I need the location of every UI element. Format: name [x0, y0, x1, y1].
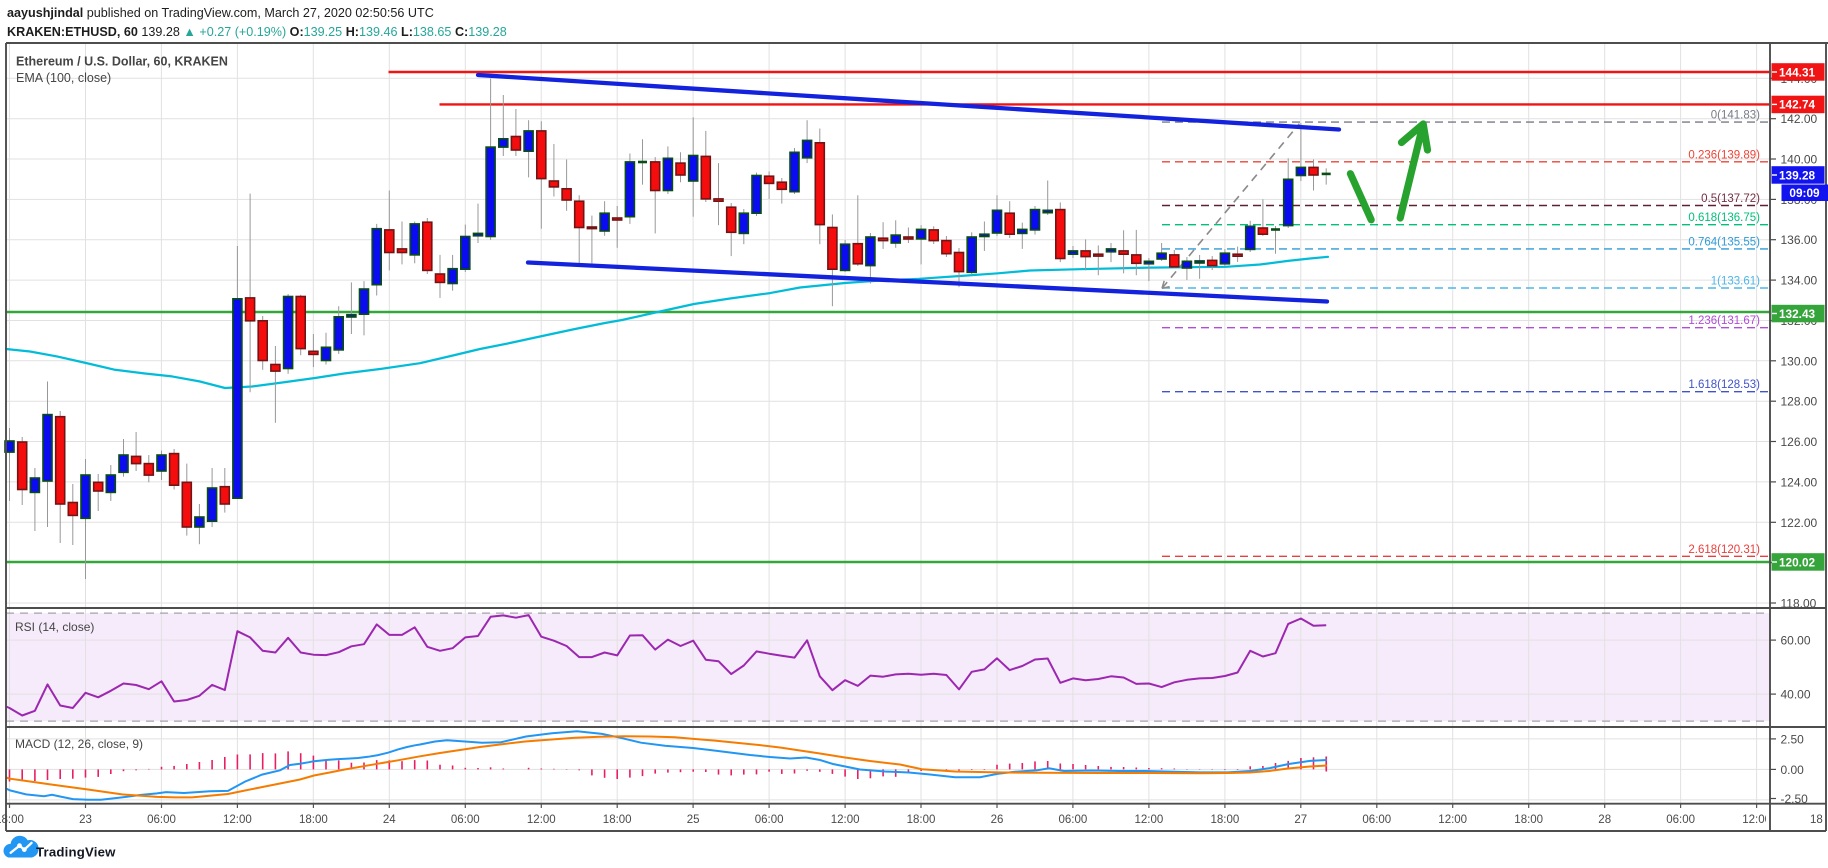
svg-text:12:00: 12:00: [1135, 814, 1164, 826]
svg-text:27: 27: [1294, 814, 1307, 826]
svg-text:06:00: 06:00: [451, 814, 480, 826]
svg-text:1(133.61): 1(133.61): [1711, 276, 1760, 288]
svg-text:18:00: 18:00: [1514, 814, 1543, 826]
svg-text:124.00: 124.00: [1781, 475, 1818, 489]
svg-text:144.31: 144.31: [1779, 65, 1816, 79]
svg-text:0.618(136.75): 0.618(136.75): [1688, 212, 1760, 224]
svg-text:-2.50: -2.50: [1781, 792, 1809, 806]
svg-text:40.00: 40.00: [1781, 688, 1811, 702]
svg-text:0.00: 0.00: [1781, 763, 1805, 777]
svg-text:120.02: 120.02: [1779, 555, 1816, 569]
svg-text:18:00: 18:00: [299, 814, 328, 826]
svg-text:06:00: 06:00: [755, 814, 784, 826]
svg-text:130.00: 130.00: [1781, 354, 1818, 368]
svg-text:2.50: 2.50: [1781, 732, 1805, 746]
svg-text:122.00: 122.00: [1781, 516, 1818, 530]
svg-text:12:00: 12:00: [223, 814, 252, 826]
svg-text:Ethereum / U.S. Dollar, 60, KR: Ethereum / U.S. Dollar, 60, KRAKEN: [16, 55, 228, 69]
svg-text:1.236(131.67): 1.236(131.67): [1688, 315, 1760, 327]
svg-text:0.5(137.72): 0.5(137.72): [1701, 193, 1760, 205]
svg-text:142.00: 142.00: [1781, 112, 1818, 126]
svg-text:RSI (14, close): RSI (14, close): [15, 620, 94, 634]
svg-text:MACD (12, 26, close, 9): MACD (12, 26, close, 9): [15, 737, 143, 751]
svg-text:2.618(120.31): 2.618(120.31): [1688, 544, 1760, 556]
svg-text:24: 24: [383, 814, 396, 826]
svg-text:KRAKEN:ETHUSD, 60 139.28 ▲ +0: KRAKEN:ETHUSD, 60 139.28 ▲ +0.27 (+0.19%…: [7, 25, 507, 39]
svg-text:128.00: 128.00: [1781, 395, 1818, 409]
svg-text:18:00: 18:00: [1211, 814, 1240, 826]
svg-text:134.00: 134.00: [1781, 274, 1818, 288]
svg-text:18:00: 18:00: [603, 814, 632, 826]
svg-text:06:00: 06:00: [1666, 814, 1695, 826]
svg-text:136.00: 136.00: [1781, 233, 1818, 247]
svg-text:06:00: 06:00: [1362, 814, 1391, 826]
svg-text:25: 25: [687, 814, 700, 826]
svg-text:12:00: 12:00: [831, 814, 860, 826]
svg-text:26: 26: [991, 814, 1004, 826]
svg-text:TradingView: TradingView: [36, 845, 116, 860]
svg-text:aayushjindal published on Trad: aayushjindal published on TradingView.co…: [7, 6, 434, 20]
svg-text:0(141.83): 0(141.83): [1711, 110, 1760, 122]
svg-text:28: 28: [1598, 814, 1611, 826]
svg-text:0.236(139.89): 0.236(139.89): [1688, 149, 1760, 161]
svg-text:09:09: 09:09: [1789, 186, 1820, 200]
svg-text:18:00: 18:00: [0, 814, 24, 826]
svg-text:23: 23: [79, 814, 92, 826]
svg-text:18:00: 18:00: [907, 814, 936, 826]
svg-text:06:00: 06:00: [1059, 814, 1088, 826]
svg-text:132.43: 132.43: [1779, 307, 1816, 321]
svg-text:140.00: 140.00: [1781, 153, 1818, 167]
svg-text:142.74: 142.74: [1779, 98, 1816, 112]
svg-text:139.28: 139.28: [1779, 168, 1816, 182]
svg-text:18: 18: [1810, 814, 1823, 826]
svg-text:0.764(135.55): 0.764(135.55): [1688, 236, 1760, 248]
svg-text:06:00: 06:00: [147, 814, 176, 826]
svg-text:12:00: 12:00: [527, 814, 556, 826]
svg-text:12:00: 12:00: [1742, 814, 1771, 826]
svg-text:60.00: 60.00: [1781, 634, 1811, 648]
svg-text:EMA (100, close): EMA (100, close): [16, 71, 111, 85]
svg-text:1.618(128.53): 1.618(128.53): [1688, 379, 1760, 391]
svg-text:118.00: 118.00: [1781, 597, 1817, 611]
svg-text:12:00: 12:00: [1438, 814, 1467, 826]
svg-text:126.00: 126.00: [1781, 435, 1818, 449]
